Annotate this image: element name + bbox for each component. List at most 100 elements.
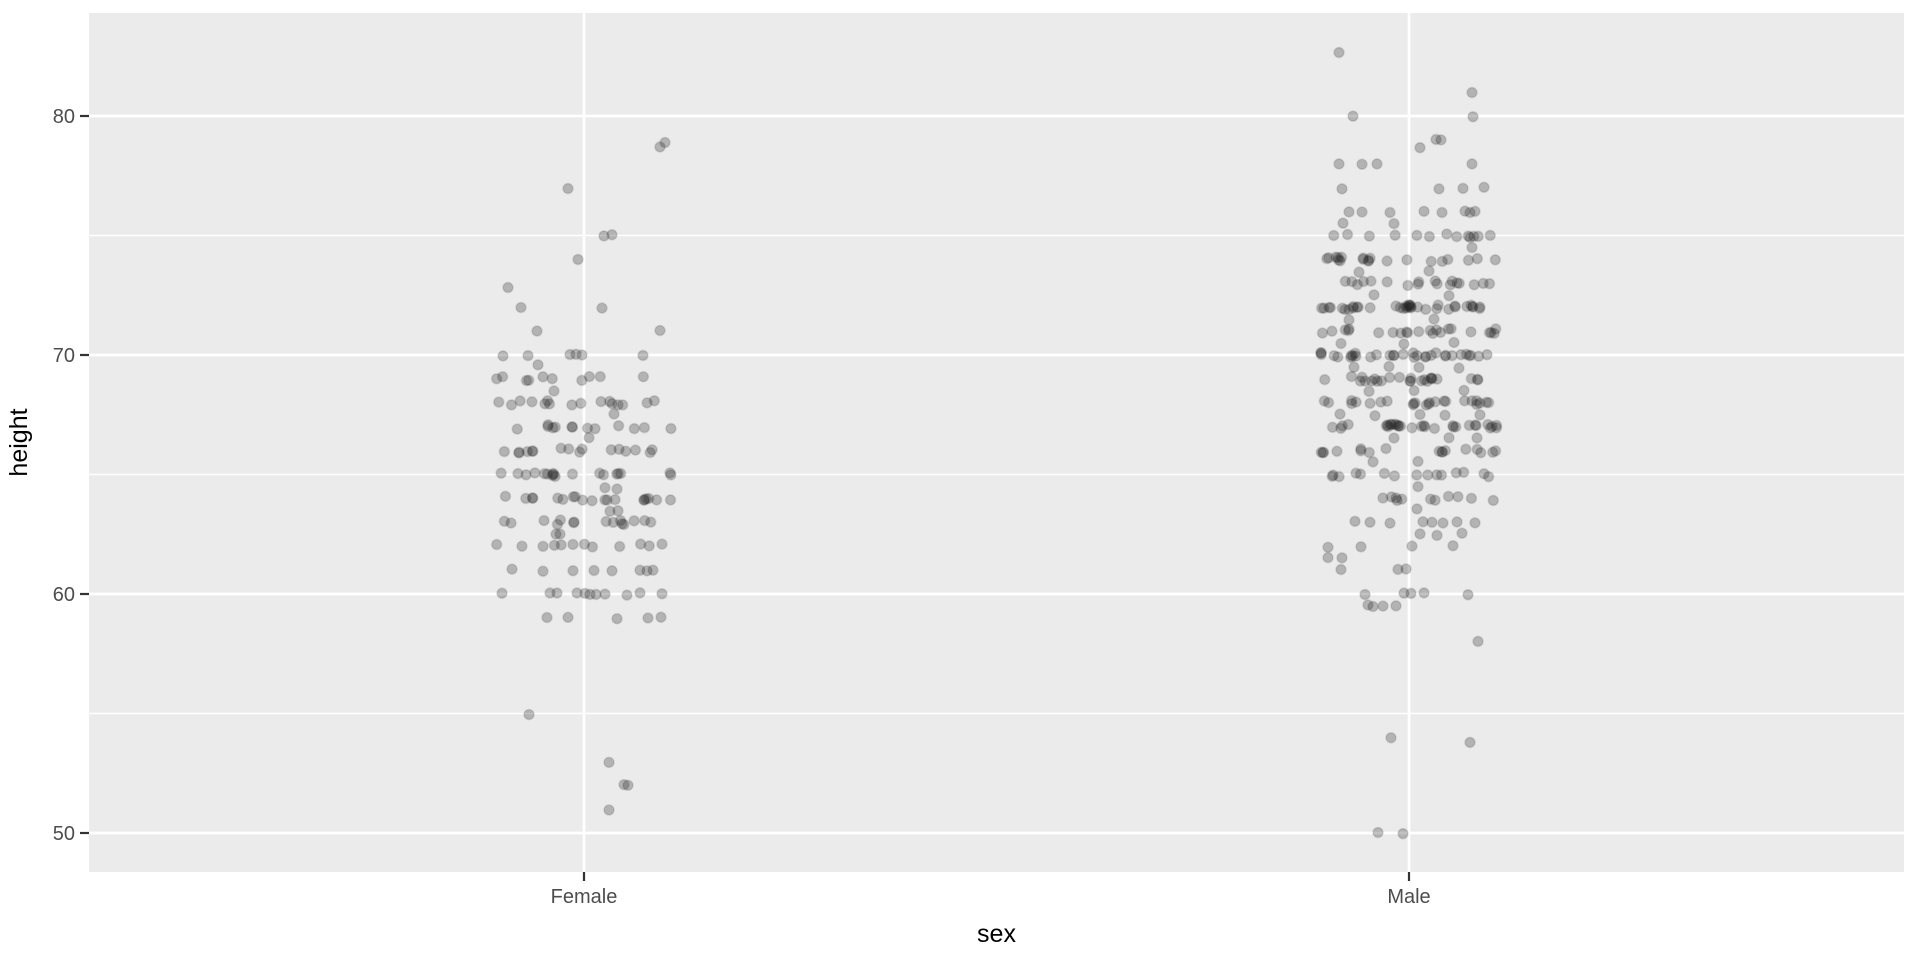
data-point [1482, 396, 1495, 409]
data-point [1397, 302, 1410, 315]
data-point [1447, 421, 1460, 433]
data-point [1457, 466, 1470, 479]
data-point [1355, 540, 1367, 553]
data-point [1347, 350, 1359, 362]
data-point [567, 516, 580, 529]
data-point [1439, 350, 1452, 362]
data-point [544, 587, 556, 599]
data-point [655, 611, 667, 623]
data-point [644, 446, 656, 459]
data-point [1381, 395, 1393, 407]
data-point [665, 469, 677, 481]
data-point [600, 515, 612, 528]
data-point [1409, 397, 1421, 409]
data-point [1321, 252, 1333, 265]
data-point [1408, 351, 1420, 364]
data-point [1414, 141, 1426, 154]
data-point [1318, 302, 1330, 314]
data-point [622, 779, 634, 792]
data-point [578, 538, 591, 551]
data-point [589, 422, 601, 435]
data-point [1485, 326, 1498, 339]
data-point [1397, 827, 1409, 840]
data-point [576, 374, 588, 387]
data-point [1449, 301, 1461, 313]
data-point [1351, 301, 1363, 314]
data-point [603, 804, 615, 816]
data-point [1423, 396, 1436, 409]
data-point [1414, 408, 1426, 421]
data-point [1381, 255, 1393, 267]
data-point [1421, 469, 1434, 481]
data-point [1484, 229, 1497, 242]
data-point [613, 443, 625, 456]
data-point [1411, 229, 1423, 242]
data-point [1417, 515, 1429, 528]
data-point [1471, 373, 1484, 386]
data-point [1388, 349, 1400, 362]
data-point [665, 422, 677, 435]
y-tick-label: 50 [53, 823, 75, 845]
data-point [1418, 420, 1431, 433]
data-point [1377, 600, 1389, 612]
data-point [1448, 336, 1460, 349]
data-point [619, 445, 632, 458]
data-point [520, 374, 533, 387]
data-point [1404, 301, 1417, 314]
data-point [1371, 375, 1384, 388]
data-point [588, 564, 600, 577]
data-point [1488, 327, 1501, 340]
data-point [1450, 467, 1463, 479]
data-point [606, 565, 618, 577]
data-point [551, 587, 563, 599]
data-point [1326, 421, 1339, 434]
data-point [641, 397, 653, 409]
data-point [1394, 420, 1407, 432]
data-point [1447, 419, 1459, 432]
data-point [1464, 206, 1476, 219]
data-points [490, 46, 1503, 840]
data-point [499, 490, 512, 503]
data-point [1464, 349, 1477, 362]
data-point [601, 494, 613, 506]
data-point [1391, 494, 1403, 507]
data-point [1390, 600, 1402, 612]
data-point [537, 565, 549, 578]
data-point [586, 494, 598, 507]
data-point [1342, 324, 1355, 337]
panel-background [89, 13, 1904, 872]
data-point [1354, 375, 1367, 387]
data-point [541, 394, 554, 407]
data-point [512, 467, 524, 480]
data-point [607, 516, 620, 529]
data-point [1435, 469, 1448, 481]
data-point [1420, 399, 1433, 411]
data-point [1442, 303, 1455, 316]
data-point [596, 302, 608, 314]
data-point [1389, 229, 1401, 242]
data-point [1466, 86, 1478, 99]
data-point [1414, 528, 1426, 540]
data-point [1364, 301, 1376, 314]
data-point [1449, 300, 1461, 312]
data-point [1473, 397, 1486, 409]
data-point [1453, 362, 1465, 374]
data-point [1341, 228, 1354, 241]
data-point [1369, 373, 1381, 385]
data-point [634, 564, 646, 577]
data-point [1395, 493, 1408, 505]
data-point [1342, 418, 1355, 431]
data-point [506, 563, 518, 575]
data-point [1315, 446, 1328, 459]
data-point [1439, 395, 1452, 408]
data-point [1395, 327, 1407, 339]
data-point [1326, 325, 1338, 337]
data-point [571, 587, 583, 599]
data-point [1364, 397, 1376, 410]
data-point [1462, 588, 1474, 601]
data-point [1489, 445, 1502, 457]
data-point [1429, 395, 1442, 408]
data-point [546, 469, 559, 482]
data-point [642, 492, 655, 505]
